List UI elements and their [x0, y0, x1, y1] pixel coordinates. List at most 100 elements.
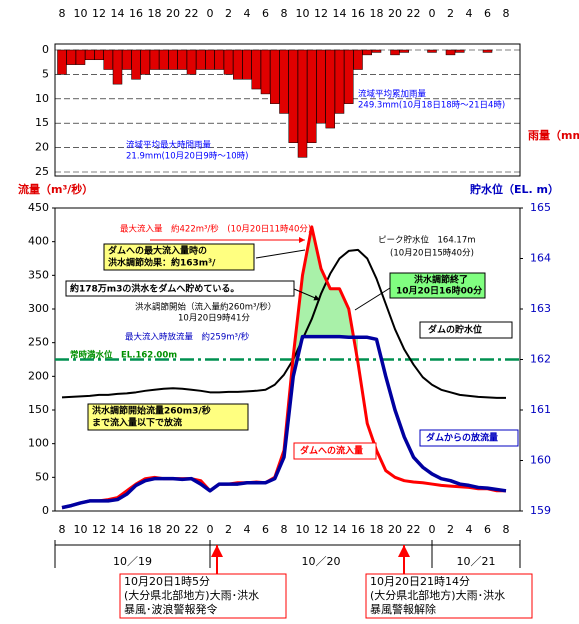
bar: [353, 49, 363, 70]
bar: [399, 49, 409, 53]
y2-tick-label: 159: [530, 504, 551, 517]
bar: [270, 49, 280, 104]
x-tick-label: 2: [225, 523, 232, 536]
x-tick-label: 14: [111, 7, 125, 20]
y-tick-label: 15: [35, 116, 49, 129]
annotation: (10月20日15時40分): [390, 249, 474, 259]
annotation: 暴風警報解除: [370, 602, 436, 616]
x-tick-label: 14: [333, 7, 347, 20]
date-label: 10／21: [457, 555, 496, 568]
x-tick-label: 0: [429, 523, 436, 536]
series-label: ダムへの流入量: [300, 445, 363, 457]
x-tick-label: 18: [370, 7, 384, 20]
x-tick-label: 6: [262, 7, 269, 20]
x-tick-label: 12: [92, 523, 106, 536]
x-tick-label: 8: [503, 523, 510, 536]
date-label: 10／19: [113, 555, 152, 568]
annotation: 10月20日16時00分: [396, 285, 482, 297]
x-tick-label: 4: [244, 523, 251, 536]
bar: [196, 49, 206, 70]
bar: [344, 49, 354, 104]
x-tick-label: 4: [466, 7, 473, 20]
y2-axis-title: 貯水位（EL. m）: [470, 182, 559, 196]
series-label: ダムからの放流量: [426, 432, 498, 444]
bar: [85, 49, 95, 61]
x-tick-label: 16: [129, 523, 143, 536]
x-tick-label: 6: [484, 7, 491, 20]
x-tick-label: 22: [185, 7, 199, 20]
x-tick-label: 10: [74, 523, 88, 536]
y-tick-label: 20: [35, 141, 49, 154]
y-axis-title: 雨量（mm）: [528, 129, 579, 142]
x-tick-label: 20: [166, 7, 180, 20]
y-tick-label: 50: [35, 470, 49, 483]
y-tick-label: 450: [28, 201, 49, 214]
bar: [455, 49, 465, 53]
annotation: 約178万m3の洪水をダムへ貯めている。: [70, 283, 239, 295]
x-tick-label: 12: [314, 7, 328, 20]
bar: [307, 49, 317, 143]
bar: [223, 49, 234, 75]
x-tick-label: 14: [111, 523, 125, 536]
bar: [205, 49, 215, 70]
x-tick-label: 10: [74, 7, 88, 20]
x-tick-label: 18: [370, 523, 384, 536]
bar: [297, 49, 308, 158]
x-tick-label: 20: [388, 523, 402, 536]
x-tick-label: 18: [148, 523, 162, 536]
bar: [168, 49, 178, 70]
box: [103, 243, 255, 271]
bar: [362, 49, 372, 56]
series-line: [61, 334, 507, 510]
x-tick-label: 6: [262, 523, 269, 536]
x-tick-label: 14: [333, 523, 347, 536]
bar: [233, 49, 243, 80]
bar: [445, 49, 456, 56]
y-tick-label: 150: [28, 403, 49, 416]
y2-tick-label: 160: [530, 454, 551, 467]
bar: [279, 49, 289, 114]
x-tick-label: 18: [148, 7, 162, 20]
box: [365, 573, 533, 619]
x-tick-label: 8: [59, 7, 66, 20]
x-tick-label: 12: [92, 7, 106, 20]
bar: [242, 49, 252, 80]
arrow: [293, 288, 321, 301]
annotation: まで流入量以下で放流: [92, 417, 182, 429]
bar: [149, 49, 160, 70]
x-tick-label: 2: [225, 7, 232, 20]
date-label: 10／20: [302, 555, 341, 568]
bar: [75, 49, 86, 65]
bar: [260, 49, 271, 95]
x-tick-label: 2: [447, 7, 454, 20]
x-tick-label: 16: [129, 7, 143, 20]
annotation: 洪水調節終了: [414, 274, 468, 286]
bar: [214, 49, 224, 70]
x-tick-label: 16: [351, 7, 365, 20]
bar: [371, 49, 382, 53]
annotation: ピーク貯水位 164.17m: [378, 235, 476, 246]
x-tick-label: 6: [484, 523, 491, 536]
y2-tick-label: 162: [530, 353, 551, 366]
storage-area: [293, 226, 358, 377]
annotation: 洪水調節効果：約163m³/: [108, 257, 216, 269]
box: [87, 403, 249, 431]
series-line: [61, 248, 506, 399]
y-tick-label: 0: [42, 43, 49, 56]
bar: [66, 49, 76, 65]
annotation: 10月20日1時5分: [124, 575, 210, 588]
box: [419, 321, 513, 339]
arrow: [255, 249, 306, 259]
box: [389, 272, 486, 299]
bar: [316, 49, 326, 124]
series-label: ダムの貯水位: [428, 324, 482, 336]
annotation: 10月20日21時14分: [370, 575, 470, 588]
box: [419, 429, 519, 447]
y-tick-label: 10: [35, 92, 49, 105]
annotation: 249.3mm(10月18日18時～21日4時): [358, 101, 505, 111]
bar: [112, 49, 123, 85]
bar: [251, 49, 261, 90]
annotation: 洪水調節開始流量260m3/秒: [92, 405, 211, 417]
annotation: 洪水調節開始（流入量約260m³/秒）: [135, 302, 276, 313]
